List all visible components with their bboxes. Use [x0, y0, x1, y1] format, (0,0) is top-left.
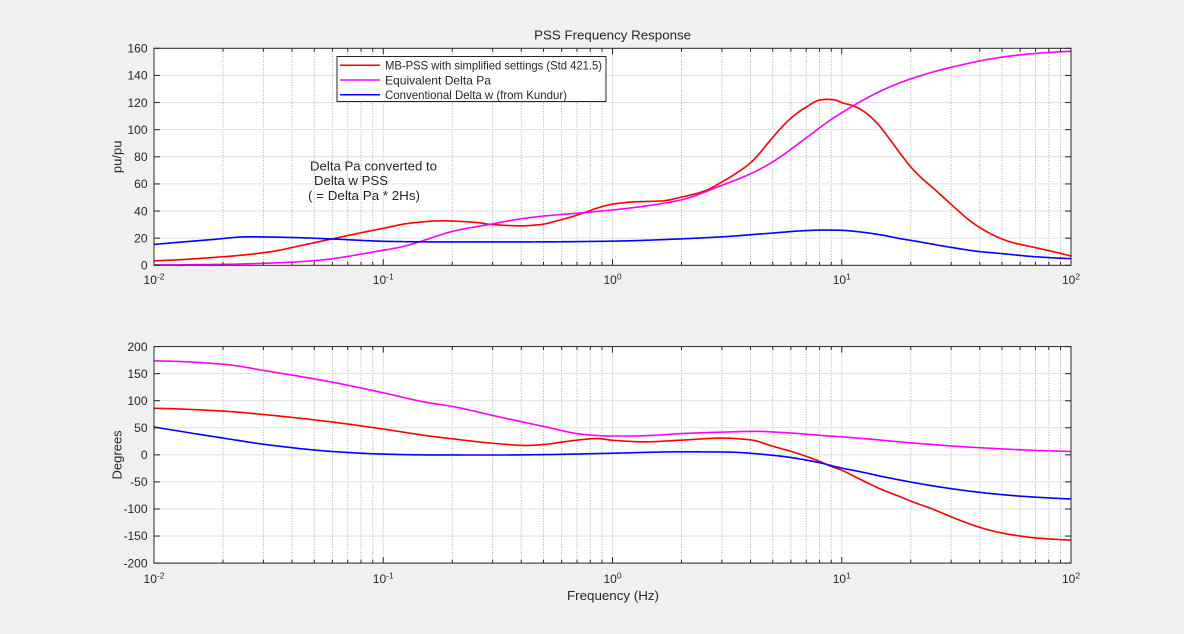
svg-text:Frequency (Hz): Frequency (Hz) — [567, 588, 659, 603]
svg-text:50: 50 — [134, 421, 148, 435]
svg-text:140: 140 — [127, 69, 147, 83]
svg-text:-100: -100 — [123, 502, 147, 516]
svg-text:Delta Pa converted to: Delta Pa converted to — [310, 159, 437, 174]
svg-text:10-1: 10-1 — [373, 272, 394, 288]
svg-text:20: 20 — [134, 231, 148, 245]
svg-text:101: 101 — [833, 272, 851, 288]
svg-text:Equivalent Delta Pa: Equivalent Delta Pa — [385, 73, 491, 87]
svg-text:( = Delta Pa * 2Hs): ( = Delta Pa * 2Hs) — [308, 188, 420, 203]
svg-text:10-2: 10-2 — [144, 571, 165, 587]
svg-text:102: 102 — [1062, 571, 1080, 587]
svg-text:100: 100 — [603, 571, 621, 587]
svg-text:101: 101 — [833, 571, 851, 587]
svg-text:Conventional Delta w (from Kun: Conventional Delta w (from Kundur) — [385, 88, 567, 102]
svg-text:0: 0 — [141, 259, 148, 273]
svg-text:120: 120 — [127, 96, 147, 110]
svg-text:40: 40 — [134, 204, 148, 218]
svg-text:10-1: 10-1 — [373, 571, 394, 587]
svg-text:Delta w PSS: Delta w PSS — [314, 173, 388, 188]
svg-text:60: 60 — [134, 177, 148, 191]
svg-text:MB-PSS with simplified setting: MB-PSS with simplified settings (Std 421… — [385, 59, 602, 73]
svg-text:-50: -50 — [130, 475, 148, 489]
svg-text:-150: -150 — [123, 529, 147, 543]
svg-text:0: 0 — [141, 448, 148, 462]
svg-text:100: 100 — [603, 272, 621, 288]
svg-text:100: 100 — [127, 394, 147, 408]
svg-text:-200: -200 — [123, 556, 147, 570]
svg-text:10-2: 10-2 — [144, 272, 165, 288]
svg-text:102: 102 — [1062, 272, 1080, 288]
svg-text:160: 160 — [127, 42, 147, 56]
svg-text:80: 80 — [134, 150, 148, 164]
svg-text:PSS Frequency Response: PSS Frequency Response — [534, 28, 691, 43]
svg-text:150: 150 — [127, 367, 147, 381]
svg-text:pu/pu: pu/pu — [110, 141, 125, 174]
svg-text:100: 100 — [127, 123, 147, 137]
svg-text:200: 200 — [127, 340, 147, 354]
svg-text:Degrees: Degrees — [110, 430, 125, 480]
